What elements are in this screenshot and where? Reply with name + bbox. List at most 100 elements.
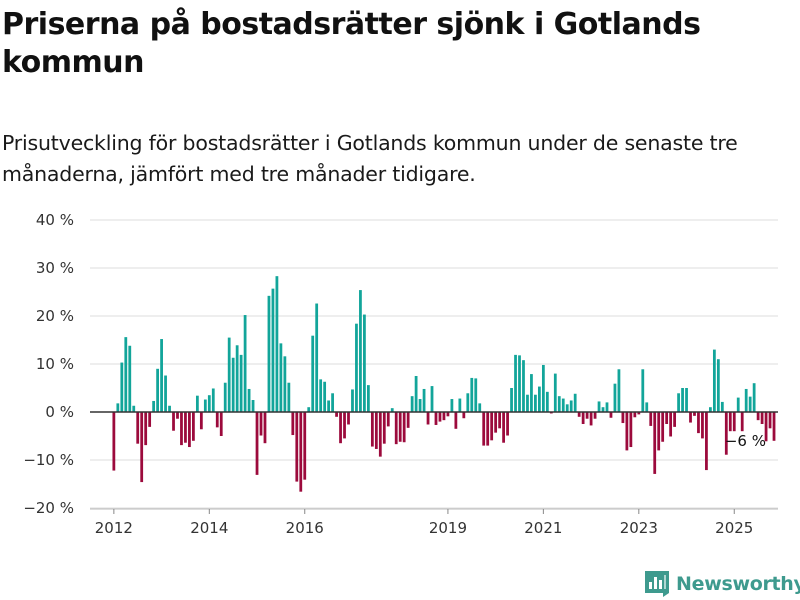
bar bbox=[116, 403, 120, 412]
bar bbox=[414, 376, 418, 412]
bar bbox=[748, 396, 752, 412]
bar bbox=[168, 405, 171, 412]
bar bbox=[657, 412, 661, 451]
bar bbox=[243, 315, 247, 412]
bar bbox=[601, 407, 605, 412]
y-tick-label: −20 % bbox=[23, 499, 74, 517]
bar bbox=[366, 385, 370, 412]
bar bbox=[482, 412, 486, 446]
x-tick-label: 2025 bbox=[715, 519, 753, 537]
bar bbox=[768, 412, 772, 429]
bar bbox=[701, 412, 704, 439]
bar bbox=[176, 412, 179, 419]
bar bbox=[522, 360, 525, 412]
bar bbox=[740, 412, 744, 432]
bar bbox=[219, 412, 223, 436]
bar bbox=[617, 369, 621, 412]
bar bbox=[585, 412, 589, 419]
bar bbox=[454, 412, 458, 429]
newsworthy-logo: Newsworthy bbox=[644, 568, 800, 600]
end-value-label: −6 % bbox=[725, 432, 766, 450]
bar bbox=[577, 412, 581, 417]
bar bbox=[462, 412, 466, 419]
bar bbox=[339, 412, 342, 444]
bar bbox=[744, 388, 748, 412]
bar bbox=[363, 314, 366, 412]
bar bbox=[231, 357, 235, 412]
bar bbox=[613, 383, 617, 412]
bar bbox=[386, 412, 390, 427]
bar bbox=[120, 362, 124, 412]
bar bbox=[593, 412, 597, 419]
bar bbox=[553, 373, 557, 412]
bar bbox=[323, 381, 327, 412]
bar bbox=[557, 396, 561, 412]
bar bbox=[402, 412, 406, 443]
bar bbox=[283, 356, 287, 412]
bar bbox=[406, 412, 410, 428]
bar bbox=[382, 412, 386, 444]
bar bbox=[351, 389, 354, 412]
bar bbox=[132, 405, 136, 412]
bar bbox=[398, 412, 402, 442]
bar bbox=[760, 412, 764, 424]
bar bbox=[247, 388, 251, 412]
bar bbox=[152, 400, 156, 412]
bar bbox=[565, 404, 569, 412]
bar bbox=[661, 412, 665, 442]
bar bbox=[474, 378, 478, 412]
bar bbox=[267, 295, 271, 412]
bar bbox=[203, 399, 207, 412]
bar bbox=[549, 412, 553, 414]
bar bbox=[394, 412, 398, 445]
newsworthy-logo-icon bbox=[645, 571, 669, 597]
bar bbox=[211, 388, 215, 412]
bar bbox=[124, 337, 128, 412]
x-tick-label: 2014 bbox=[190, 519, 228, 537]
y-tick-label: 20 % bbox=[36, 307, 74, 325]
bar bbox=[470, 377, 474, 412]
bar bbox=[712, 349, 716, 412]
bar bbox=[633, 412, 637, 418]
bar bbox=[653, 412, 657, 474]
bar bbox=[764, 412, 768, 442]
bar bbox=[728, 412, 732, 432]
chart-title: Priserna på bostadsrätter sjönk i Gotlan… bbox=[2, 7, 701, 80]
bar bbox=[669, 412, 673, 437]
bar bbox=[573, 393, 577, 412]
bar bbox=[128, 345, 132, 412]
bar bbox=[541, 364, 545, 412]
bar bbox=[526, 394, 529, 412]
bar bbox=[311, 335, 315, 412]
bar bbox=[263, 412, 267, 444]
bar bbox=[251, 400, 255, 412]
bar bbox=[287, 382, 291, 412]
bar bbox=[697, 412, 700, 434]
bar bbox=[235, 345, 239, 412]
bar bbox=[736, 397, 740, 412]
bar bbox=[720, 401, 724, 412]
bar bbox=[589, 412, 593, 426]
bar bbox=[478, 403, 482, 412]
x-tick-label: 2021 bbox=[524, 519, 562, 537]
bar bbox=[434, 412, 438, 425]
bar bbox=[180, 412, 183, 446]
bar bbox=[279, 343, 283, 412]
bar bbox=[418, 399, 422, 412]
bar bbox=[724, 412, 728, 455]
bar bbox=[156, 368, 159, 412]
bar bbox=[621, 412, 625, 424]
x-tick-label: 2016 bbox=[286, 519, 324, 537]
bar bbox=[458, 398, 462, 412]
bar bbox=[422, 388, 426, 412]
bar bbox=[355, 323, 358, 412]
bar bbox=[184, 412, 187, 443]
bar bbox=[693, 412, 696, 416]
bar bbox=[506, 412, 509, 436]
bar bbox=[677, 393, 680, 412]
bar bbox=[188, 412, 191, 448]
bar bbox=[136, 412, 140, 444]
bar bbox=[772, 412, 776, 441]
bar bbox=[498, 412, 502, 429]
bar bbox=[538, 386, 541, 412]
